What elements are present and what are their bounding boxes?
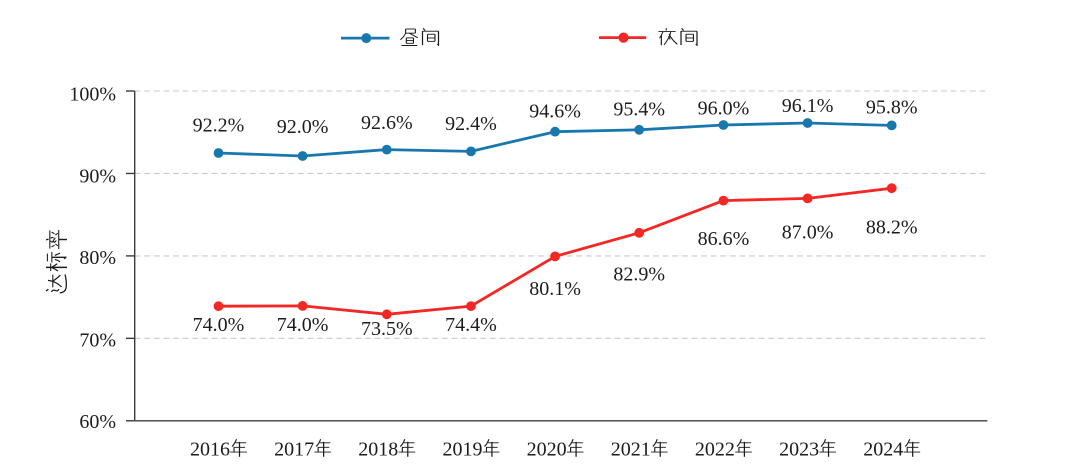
svg-text:95.4%: 95.4% <box>613 98 665 120</box>
svg-text:2018: 2018 <box>358 439 398 461</box>
svg-text:94.6%: 94.6% <box>529 101 581 123</box>
svg-text:73.5%: 73.5% <box>361 318 413 340</box>
svg-text:74.0%: 74.0% <box>193 314 245 336</box>
svg-text:2022: 2022 <box>695 439 735 461</box>
svg-text:92.0%: 92.0% <box>277 116 329 138</box>
svg-text:96.1%: 96.1% <box>782 95 834 117</box>
svg-text:87.0%: 87.0% <box>782 222 834 244</box>
svg-text:2016: 2016 <box>190 439 230 461</box>
svg-text:2021: 2021 <box>611 439 651 461</box>
svg-text:2017: 2017 <box>274 439 314 461</box>
svg-text:2020: 2020 <box>527 439 567 461</box>
svg-text:80.1%: 80.1% <box>529 278 581 300</box>
svg-text:70%: 70% <box>79 329 116 351</box>
svg-text:60%: 60% <box>79 411 116 433</box>
svg-text:80%: 80% <box>79 247 116 269</box>
svg-text:92.6%: 92.6% <box>361 112 413 134</box>
svg-text:95.8%: 95.8% <box>866 96 918 118</box>
svg-text:82.9%: 82.9% <box>613 264 665 286</box>
svg-text:100%: 100% <box>69 84 116 106</box>
svg-text:74.0%: 74.0% <box>277 314 329 336</box>
svg-text:86.6%: 86.6% <box>698 228 750 250</box>
svg-text:2019: 2019 <box>443 439 483 461</box>
svg-text:2024: 2024 <box>863 439 903 461</box>
svg-text:88.2%: 88.2% <box>866 217 918 239</box>
svg-text:2023: 2023 <box>779 439 819 461</box>
svg-text:92.4%: 92.4% <box>445 113 497 135</box>
svg-text:92.2%: 92.2% <box>193 115 245 137</box>
svg-text:74.4%: 74.4% <box>445 314 497 336</box>
svg-text:90%: 90% <box>79 165 116 187</box>
svg-text:96.0%: 96.0% <box>698 97 750 119</box>
